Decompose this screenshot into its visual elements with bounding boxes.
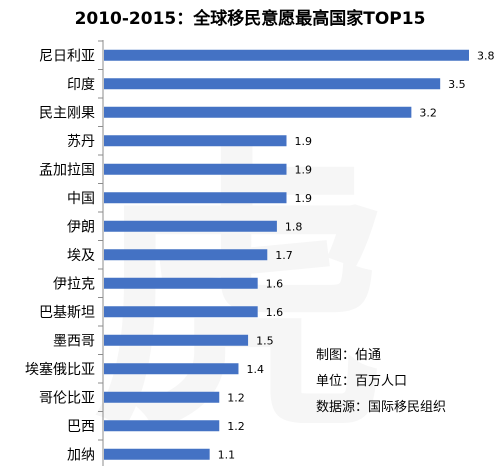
note-maker: 制图：伯通 — [316, 348, 381, 363]
value-label: 1.7 — [275, 249, 293, 262]
category-label: 埃及 — [67, 248, 95, 264]
bar-3 — [104, 106, 412, 118]
value-label: 1.6 — [266, 277, 284, 290]
value-label: 3.2 — [419, 106, 437, 119]
bar-12 — [104, 363, 239, 375]
category-label: 哥伦比亚 — [39, 390, 95, 406]
value-label: 3.8 — [477, 49, 495, 62]
value-label: 1.6 — [266, 306, 284, 319]
bar-4 — [104, 135, 287, 147]
bar-5 — [104, 163, 287, 175]
category-label: 中国 — [67, 191, 95, 207]
note-source: 数据源：国际移民组织 — [316, 400, 446, 415]
value-label: 1.4 — [246, 363, 264, 376]
category-label: 加纳 — [67, 447, 95, 463]
category-label: 伊朗 — [67, 219, 95, 235]
category-label: 印度 — [67, 77, 95, 93]
value-label: 1.8 — [285, 220, 303, 233]
bar-14 — [104, 420, 220, 432]
value-label: 1.2 — [227, 391, 245, 404]
category-label: 埃塞俄比亚 — [25, 361, 95, 378]
value-label: 1.1 — [218, 448, 236, 461]
bar-8 — [104, 249, 268, 261]
category-label: 伊拉克 — [53, 276, 95, 292]
category-label: 民主刚果 — [39, 105, 95, 121]
bar-2 — [104, 78, 441, 90]
value-label: 1.9 — [295, 192, 313, 205]
category-label: 巴基斯坦 — [39, 304, 95, 321]
watermark: 虎 — [90, 122, 390, 471]
note-unit: 单位：百万人口 — [316, 374, 407, 389]
value-label: 1.9 — [295, 135, 313, 148]
chart-notes: 制图：伯通 单位：百万人口 数据源：国际移民组织 — [316, 348, 446, 415]
value-label: 1.5 — [256, 334, 274, 347]
bar-9 — [104, 277, 258, 289]
bar-13 — [104, 391, 220, 403]
value-label: 3.5 — [448, 78, 466, 91]
bar-11 — [104, 334, 249, 346]
bars-group: 尼日利亚 3.8 印度 3.5 民主刚果 3.2 苏丹 1.9 孟加拉国 1.9 中国 1.9 伊朗 1.… — [25, 40, 495, 463]
category-label: 苏丹 — [67, 134, 95, 150]
value-label: 1.9 — [295, 163, 313, 176]
bar-10 — [104, 306, 258, 318]
chart-title: 2010-2015：全球移民意愿最高国家TOP15 — [75, 8, 426, 29]
category-label: 巴西 — [67, 419, 95, 435]
value-label: 1.2 — [227, 420, 245, 433]
bar-15 — [104, 448, 210, 460]
bar-7 — [104, 220, 277, 232]
bar-1 — [104, 49, 469, 61]
category-label: 墨西哥 — [53, 333, 95, 349]
category-label: 孟加拉国 — [39, 162, 95, 178]
bar-6 — [104, 192, 287, 204]
category-label: 尼日利亚 — [39, 48, 95, 64]
